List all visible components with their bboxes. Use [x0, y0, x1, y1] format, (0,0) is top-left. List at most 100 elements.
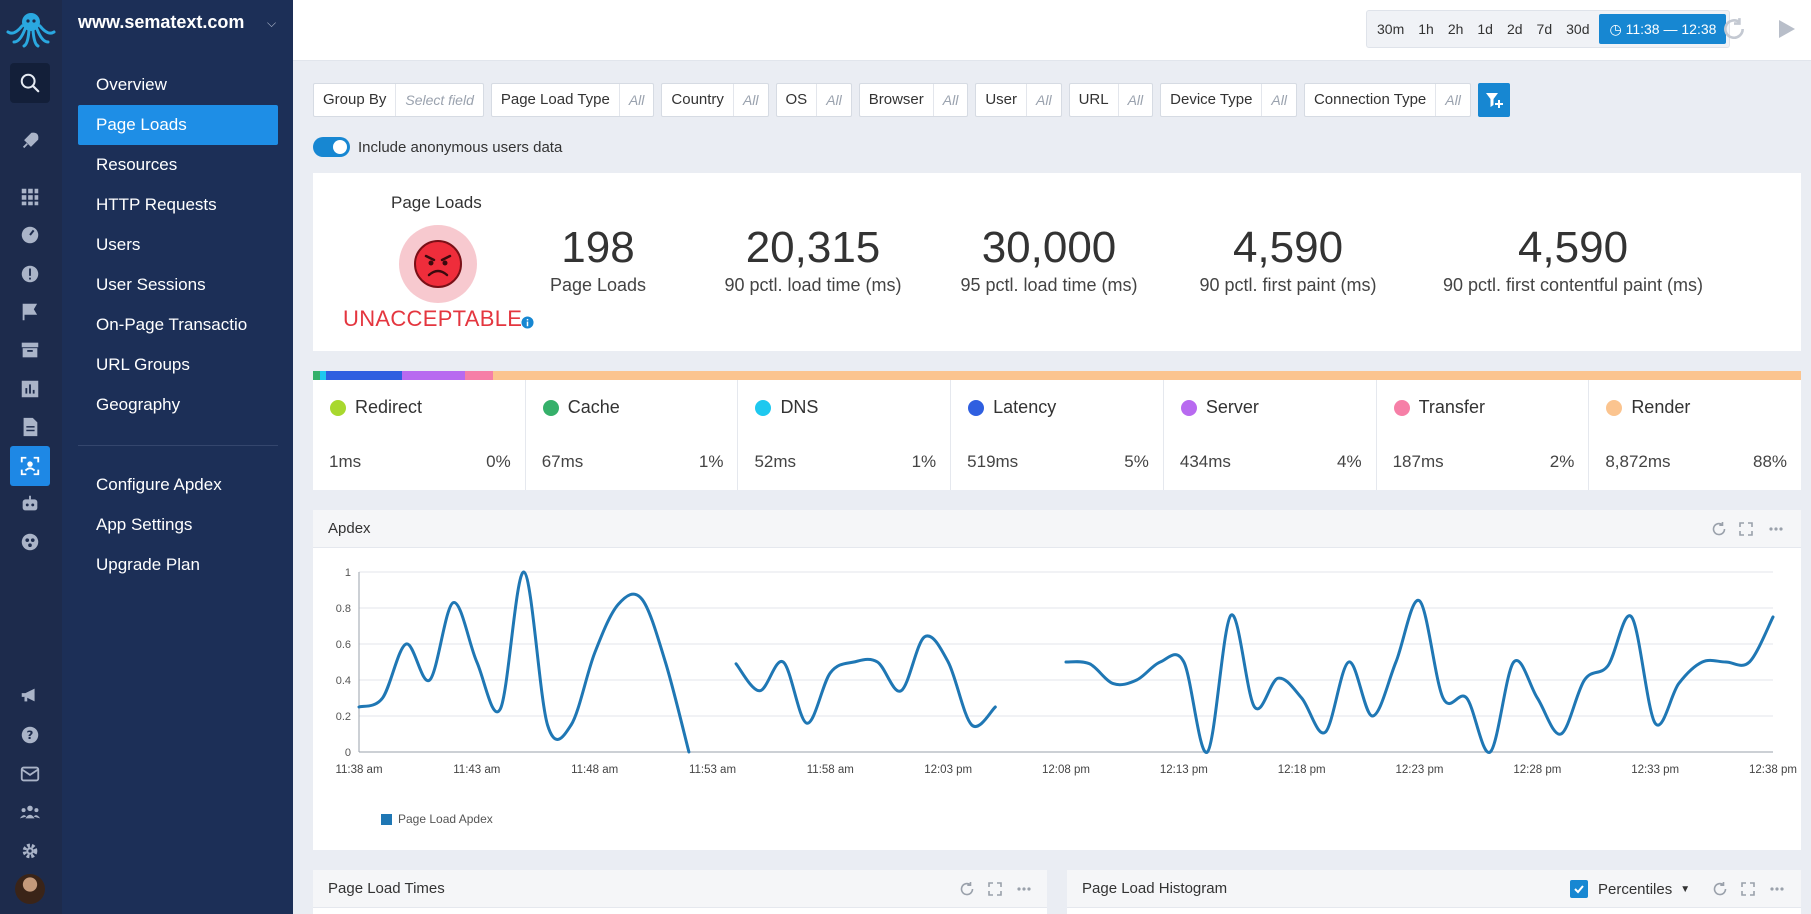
help-icon[interactable]: ? — [10, 715, 50, 755]
nav-item-user-sessions[interactable]: User Sessions — [96, 275, 206, 294]
nav-item-configure-apdex[interactable]: Configure Apdex — [96, 475, 222, 494]
add-filter-button[interactable] — [1477, 83, 1510, 117]
nav-item-on-page-transactions[interactable]: On-Page Transactio — [96, 315, 248, 334]
filter-value[interactable]: Select field — [405, 92, 474, 108]
mail-icon[interactable] — [10, 754, 50, 794]
filter-value[interactable]: All — [942, 92, 959, 108]
phase-server: Server 434ms 4% — [1164, 380, 1377, 490]
experience-monitoring-icon[interactable] — [10, 446, 50, 486]
phase-bar-segment — [402, 371, 465, 380]
chevron-down-icon[interactable]: ⌵ — [267, 16, 277, 30]
refresh-icon[interactable] — [959, 881, 975, 897]
refresh-icon[interactable] — [1712, 881, 1728, 897]
filter-group-by[interactable]: Group By Select field — [313, 83, 484, 117]
fullscreen-icon[interactable] — [987, 881, 1003, 897]
nav-item-app-settings[interactable]: App Settings — [96, 515, 193, 534]
custom-time-range-button[interactable]: ◷ 11:38 — 12:38 — [1599, 14, 1727, 44]
filter-os[interactable]: OS All — [775, 83, 852, 117]
filter-label: OS — [777, 84, 818, 116]
filter-value[interactable]: All — [826, 92, 842, 108]
nav-item-users[interactable]: Users — [96, 235, 141, 254]
more-options-icon[interactable] — [1016, 881, 1032, 897]
caret-down-icon[interactable]: ▼ — [1680, 883, 1691, 895]
filter-browser[interactable]: Browser All — [858, 83, 969, 117]
y-tick-label: 0.4 — [336, 675, 351, 687]
time-option-2h[interactable]: 2h — [1447, 21, 1464, 37]
play-icon[interactable] — [1775, 18, 1797, 40]
gauge-icon[interactable] — [10, 215, 50, 255]
alert-icon[interactable] — [10, 254, 50, 294]
app-name[interactable]: www.sematext.com — [78, 12, 245, 32]
filter-value[interactable]: All — [1127, 92, 1144, 108]
metric-value: 20,315 — [745, 223, 881, 272]
phase-name: Server — [1205, 397, 1259, 417]
x-tick-label: 12:33 pm — [1631, 764, 1679, 776]
nav-item-page-loads[interactable]: Page Loads — [78, 105, 278, 145]
filter-url[interactable]: URL All — [1068, 83, 1154, 117]
nav-item-http-requests[interactable]: HTTP Requests — [96, 195, 217, 214]
chart-legend[interactable]: Page Load Apdex — [381, 812, 493, 826]
time-option-1h[interactable]: 1h — [1418, 21, 1434, 37]
time-option-30m[interactable]: 30m — [1377, 21, 1405, 37]
filter-value[interactable]: All — [628, 92, 645, 108]
phase-name: Latency — [993, 397, 1057, 417]
series-line-page-load-apdex — [357, 570, 691, 754]
robot-icon[interactable] — [10, 484, 50, 524]
user-avatar[interactable] — [15, 874, 45, 904]
metric-90-load-time: 20,315 90 pctl. load time (ms) — [713, 223, 913, 296]
time-range-picker: 30m 1h 2h 1d 2d 7d 30d ◷ 11:38 — 12:38 — [1366, 10, 1731, 48]
percentiles-checkbox[interactable] — [1570, 880, 1588, 898]
filter-country[interactable]: Country All — [661, 83, 769, 117]
octopus-logo-icon[interactable] — [6, 8, 56, 48]
time-option-1d[interactable]: 1d — [1477, 21, 1493, 37]
x-tick-label: 12:38 pm — [1749, 764, 1797, 776]
filter-value[interactable]: All — [1036, 92, 1052, 108]
page-load-histogram-panel: Page Load Histogram Percentiles ▼ — [1067, 870, 1801, 914]
phase-duration: 8,872ms — [1605, 452, 1671, 471]
team-icon[interactable] — [10, 792, 50, 832]
nav-item-upgrade-plan[interactable]: Upgrade Plan — [96, 555, 200, 574]
filter-value[interactable]: All — [1271, 92, 1287, 108]
nav-item-url-groups[interactable]: URL Groups — [96, 355, 190, 374]
fullscreen-icon[interactable] — [1740, 881, 1756, 897]
apdex-panel: Apdex 0 0.2 0.4 0.6 0.8 1 11:38 am 11:43 am 11:4… — [313, 510, 1801, 850]
more-options-icon[interactable] — [1769, 881, 1785, 897]
more-options-icon[interactable] — [1768, 521, 1784, 537]
time-option-30d[interactable]: 30d — [1566, 21, 1590, 37]
announcement-icon[interactable] — [10, 675, 50, 715]
filter-value[interactable]: All — [1445, 92, 1461, 108]
nav-item-resources[interactable]: Resources — [96, 155, 178, 174]
rocket-icon[interactable] — [10, 121, 50, 161]
top-bar: 30m 1h 2h 1d 2d 7d 30d ◷ 11:38 — 12:38 — [293, 0, 1811, 61]
nav-item-geography[interactable]: Geography — [96, 395, 181, 414]
panel-header: Page Load Histogram Percentiles ▼ — [1067, 870, 1801, 908]
anonymous-users-toggle[interactable]: Include anonymous users data — [313, 137, 562, 157]
phase-duration: 434ms — [1179, 452, 1231, 471]
filter-page-load-type[interactable]: Page Load Type All — [490, 83, 655, 117]
refresh-icon[interactable] — [1711, 521, 1727, 537]
refresh-icon[interactable] — [1721, 16, 1747, 42]
archive-icon[interactable] — [10, 330, 50, 370]
flag-icon[interactable] — [10, 292, 50, 332]
app-sidebar: www.sematext.com ⌵ Overview Page Loads R… — [62, 0, 293, 914]
nav-item-overview[interactable]: Overview — [96, 75, 167, 94]
metric-value: 4,590 — [1232, 223, 1344, 272]
filter-user[interactable]: User All — [975, 83, 1062, 117]
info-icon[interactable] — [521, 316, 534, 329]
bar-chart-icon[interactable] — [10, 369, 50, 409]
fullscreen-icon[interactable] — [1738, 521, 1754, 537]
toggle-switch[interactable] — [313, 137, 350, 157]
document-icon[interactable] — [10, 407, 50, 447]
settings-gear-icon[interactable] — [10, 831, 50, 871]
phase-name: Redirect — [355, 397, 423, 417]
integrations-icon[interactable] — [10, 522, 50, 562]
search-icon[interactable] — [10, 63, 50, 103]
filter-value[interactable]: All — [742, 92, 759, 108]
time-option-2d[interactable]: 2d — [1506, 21, 1523, 37]
time-option-7d[interactable]: 7d — [1536, 21, 1553, 37]
filter-connection-type[interactable]: Connection Type All — [1303, 83, 1471, 117]
icon-rail: ? — [0, 0, 62, 914]
filter-device-type[interactable]: Device Type All — [1160, 83, 1297, 117]
percentiles-toggle[interactable]: Percentiles ▼ — [1570, 880, 1690, 898]
dashboards-grid-icon[interactable] — [10, 177, 50, 217]
